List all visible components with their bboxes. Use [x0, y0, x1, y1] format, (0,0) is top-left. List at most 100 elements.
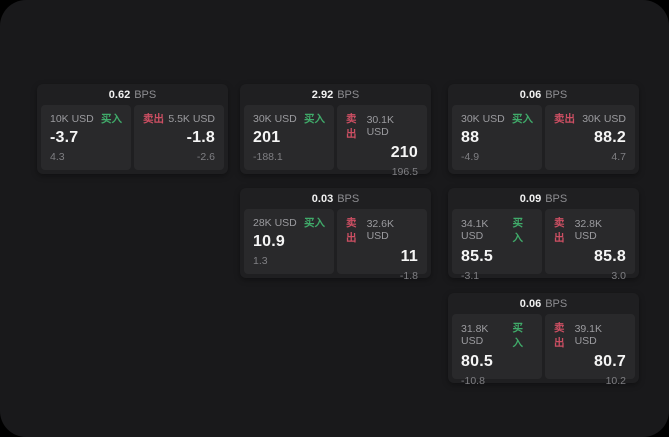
spread-value: 0.03: [311, 192, 334, 205]
sell-side-label: 卖出: [346, 113, 357, 140]
quote-tiles: 30K USD 买入 88 -4.9 卖出 30K USD 88.2 4.7: [448, 105, 639, 174]
buy-tile-top: 30K USD 买入: [253, 111, 325, 126]
buy-delta: 4.3: [50, 151, 65, 163]
buy-side-label: 买入: [512, 113, 533, 125]
spread-value: 2.92: [311, 88, 334, 101]
buy-amount: 28K USD: [253, 216, 297, 229]
sell-delta: -2.6: [196, 151, 215, 163]
buy-tile-top: 28K USD 买入: [253, 215, 325, 230]
sell-tile[interactable]: 卖出 30.1K USD 210 196.5: [337, 105, 427, 178]
buy-side-label: 买入: [512, 217, 523, 244]
quote-tiles: 30K USD 买入 201 -188.1 卖出 30.1K USD 210 1…: [240, 105, 431, 178]
buy-price: 80.5: [461, 353, 493, 370]
buy-amount: 34.1K USD: [461, 218, 489, 242]
sell-tile-top: 卖出 32.8K USD: [554, 215, 626, 245]
spread-header: 0.06 BPS: [448, 293, 639, 314]
sell-tile[interactable]: 卖出 30K USD 88.2 4.7: [545, 105, 635, 170]
spread-value: 0.62: [108, 88, 131, 101]
sell-tile-top: 卖出 30.1K USD: [346, 111, 418, 141]
spread-header: 0.62 BPS: [37, 84, 228, 105]
buy-tile[interactable]: 28K USD 买入 10.9 1.3: [244, 209, 334, 274]
spread-unit: BPS: [545, 297, 568, 310]
sell-delta: -1.8: [399, 270, 418, 282]
spread-card: 0.06 BPS 31.8K USD 买入 80.5 -10.8 卖出 39.1…: [448, 293, 639, 387]
buy-amount: 10K USD: [50, 112, 94, 125]
buy-tile-top: 10K USD 买入: [50, 111, 122, 126]
buy-tile-top: 31.8K USD 买入: [461, 320, 533, 350]
buy-delta: -4.9: [461, 151, 480, 163]
buy-price: 88: [461, 129, 480, 146]
sell-price: 11: [400, 248, 418, 265]
buy-tile-top: 34.1K USD 买入: [461, 215, 533, 245]
sell-tile-top: 卖出 30K USD: [554, 111, 626, 126]
spread-header: 2.92 BPS: [240, 84, 431, 105]
quote-tiles: 28K USD 买入 10.9 1.3 卖出 32.6K USD 11 -1.8: [240, 209, 431, 282]
buy-amount: 30K USD: [461, 112, 505, 125]
buy-side-label: 买入: [304, 217, 325, 229]
sell-tile[interactable]: 卖出 39.1K USD 80.7 10.2: [545, 314, 635, 387]
sell-price: -1.8: [186, 129, 215, 146]
sell-tile[interactable]: 卖出 32.8K USD 85.8 3.0: [545, 209, 635, 282]
buy-tile[interactable]: 30K USD 买入 201 -188.1: [244, 105, 334, 170]
buy-delta: 1.3: [253, 255, 268, 267]
quote-tiles: 34.1K USD 买入 85.5 -3.1 卖出 32.8K USD 85.8…: [448, 209, 639, 282]
sell-delta: 10.2: [605, 375, 626, 387]
sell-price: 85.8: [594, 248, 626, 265]
buy-tile[interactable]: 31.8K USD 买入 80.5 -10.8: [452, 314, 542, 387]
spread-header: 0.03 BPS: [240, 188, 431, 209]
spread-value: 0.09: [519, 192, 542, 205]
sell-amount: 30.1K USD: [366, 114, 395, 138]
sell-tile-top: 卖出 32.6K USD: [346, 215, 418, 245]
buy-tile[interactable]: 10K USD 买入 -3.7 4.3: [41, 105, 131, 170]
buy-amount: 30K USD: [253, 112, 297, 125]
buy-tile-top: 30K USD 买入: [461, 111, 533, 126]
sell-delta: 3.0: [611, 270, 626, 282]
spread-value: 0.06: [519, 88, 542, 101]
spread-header: 0.09 BPS: [448, 188, 639, 209]
sell-amount: 32.6K USD: [366, 218, 395, 242]
buy-price: 85.5: [461, 248, 493, 265]
sell-amount: 32.8K USD: [574, 218, 603, 242]
quote-tiles: 31.8K USD 买入 80.5 -10.8 卖出 39.1K USD 80.…: [448, 314, 639, 387]
sell-price: 210: [390, 144, 418, 161]
buy-side-label: 买入: [304, 113, 325, 125]
sell-side-label: 卖出: [346, 217, 357, 244]
sell-side-label: 卖出: [554, 322, 565, 349]
spread-unit: BPS: [337, 88, 360, 101]
spread-value: 0.06: [519, 297, 542, 310]
spread-unit: BPS: [545, 192, 568, 205]
sell-price: 80.7: [594, 353, 626, 370]
buy-amount: 31.8K USD: [461, 323, 489, 347]
sell-side-label: 卖出: [143, 113, 164, 125]
spread-card: 0.62 BPS 10K USD 买入 -3.7 4.3 卖出 5.5K USD…: [37, 84, 228, 174]
sell-delta: 4.7: [611, 151, 626, 163]
spread-unit: BPS: [545, 88, 568, 101]
buy-tile[interactable]: 30K USD 买入 88 -4.9: [452, 105, 542, 170]
buy-delta: -3.1: [461, 270, 480, 282]
buy-side-label: 买入: [101, 113, 122, 125]
sell-price: 88.2: [594, 129, 626, 146]
spread-unit: BPS: [134, 88, 157, 101]
quote-tiles: 10K USD 买入 -3.7 4.3 卖出 5.5K USD -1.8 -2.…: [37, 105, 228, 174]
sell-delta: 196.5: [391, 166, 418, 178]
buy-price: 10.9: [253, 233, 285, 250]
buy-price: 201: [253, 129, 281, 146]
spread-card: 0.06 BPS 30K USD 买入 88 -4.9 卖出 30K USD 8…: [448, 84, 639, 174]
sell-side-label: 卖出: [554, 113, 575, 125]
sell-tile[interactable]: 卖出 32.6K USD 11 -1.8: [337, 209, 427, 282]
sell-amount: 5.5K USD: [168, 112, 215, 125]
spread-card: 0.09 BPS 34.1K USD 买入 85.5 -3.1 卖出 32.8K…: [448, 188, 639, 282]
buy-delta: -10.8: [461, 375, 485, 387]
buy-tile[interactable]: 34.1K USD 买入 85.5 -3.1: [452, 209, 542, 282]
sell-tile-top: 卖出 39.1K USD: [554, 320, 626, 350]
spread-card: 2.92 BPS 30K USD 买入 201 -188.1 卖出 30.1K …: [240, 84, 431, 178]
buy-price: -3.7: [50, 129, 79, 146]
buy-side-label: 买入: [512, 322, 523, 349]
sell-tile[interactable]: 卖出 5.5K USD -1.8 -2.6: [134, 105, 224, 170]
sell-amount: 39.1K USD: [574, 323, 603, 347]
sell-side-label: 卖出: [554, 217, 565, 244]
spread-unit: BPS: [337, 192, 360, 205]
sell-tile-top: 卖出 5.5K USD: [143, 111, 215, 126]
spread-card: 0.03 BPS 28K USD 买入 10.9 1.3 卖出 32.6K US…: [240, 188, 431, 282]
